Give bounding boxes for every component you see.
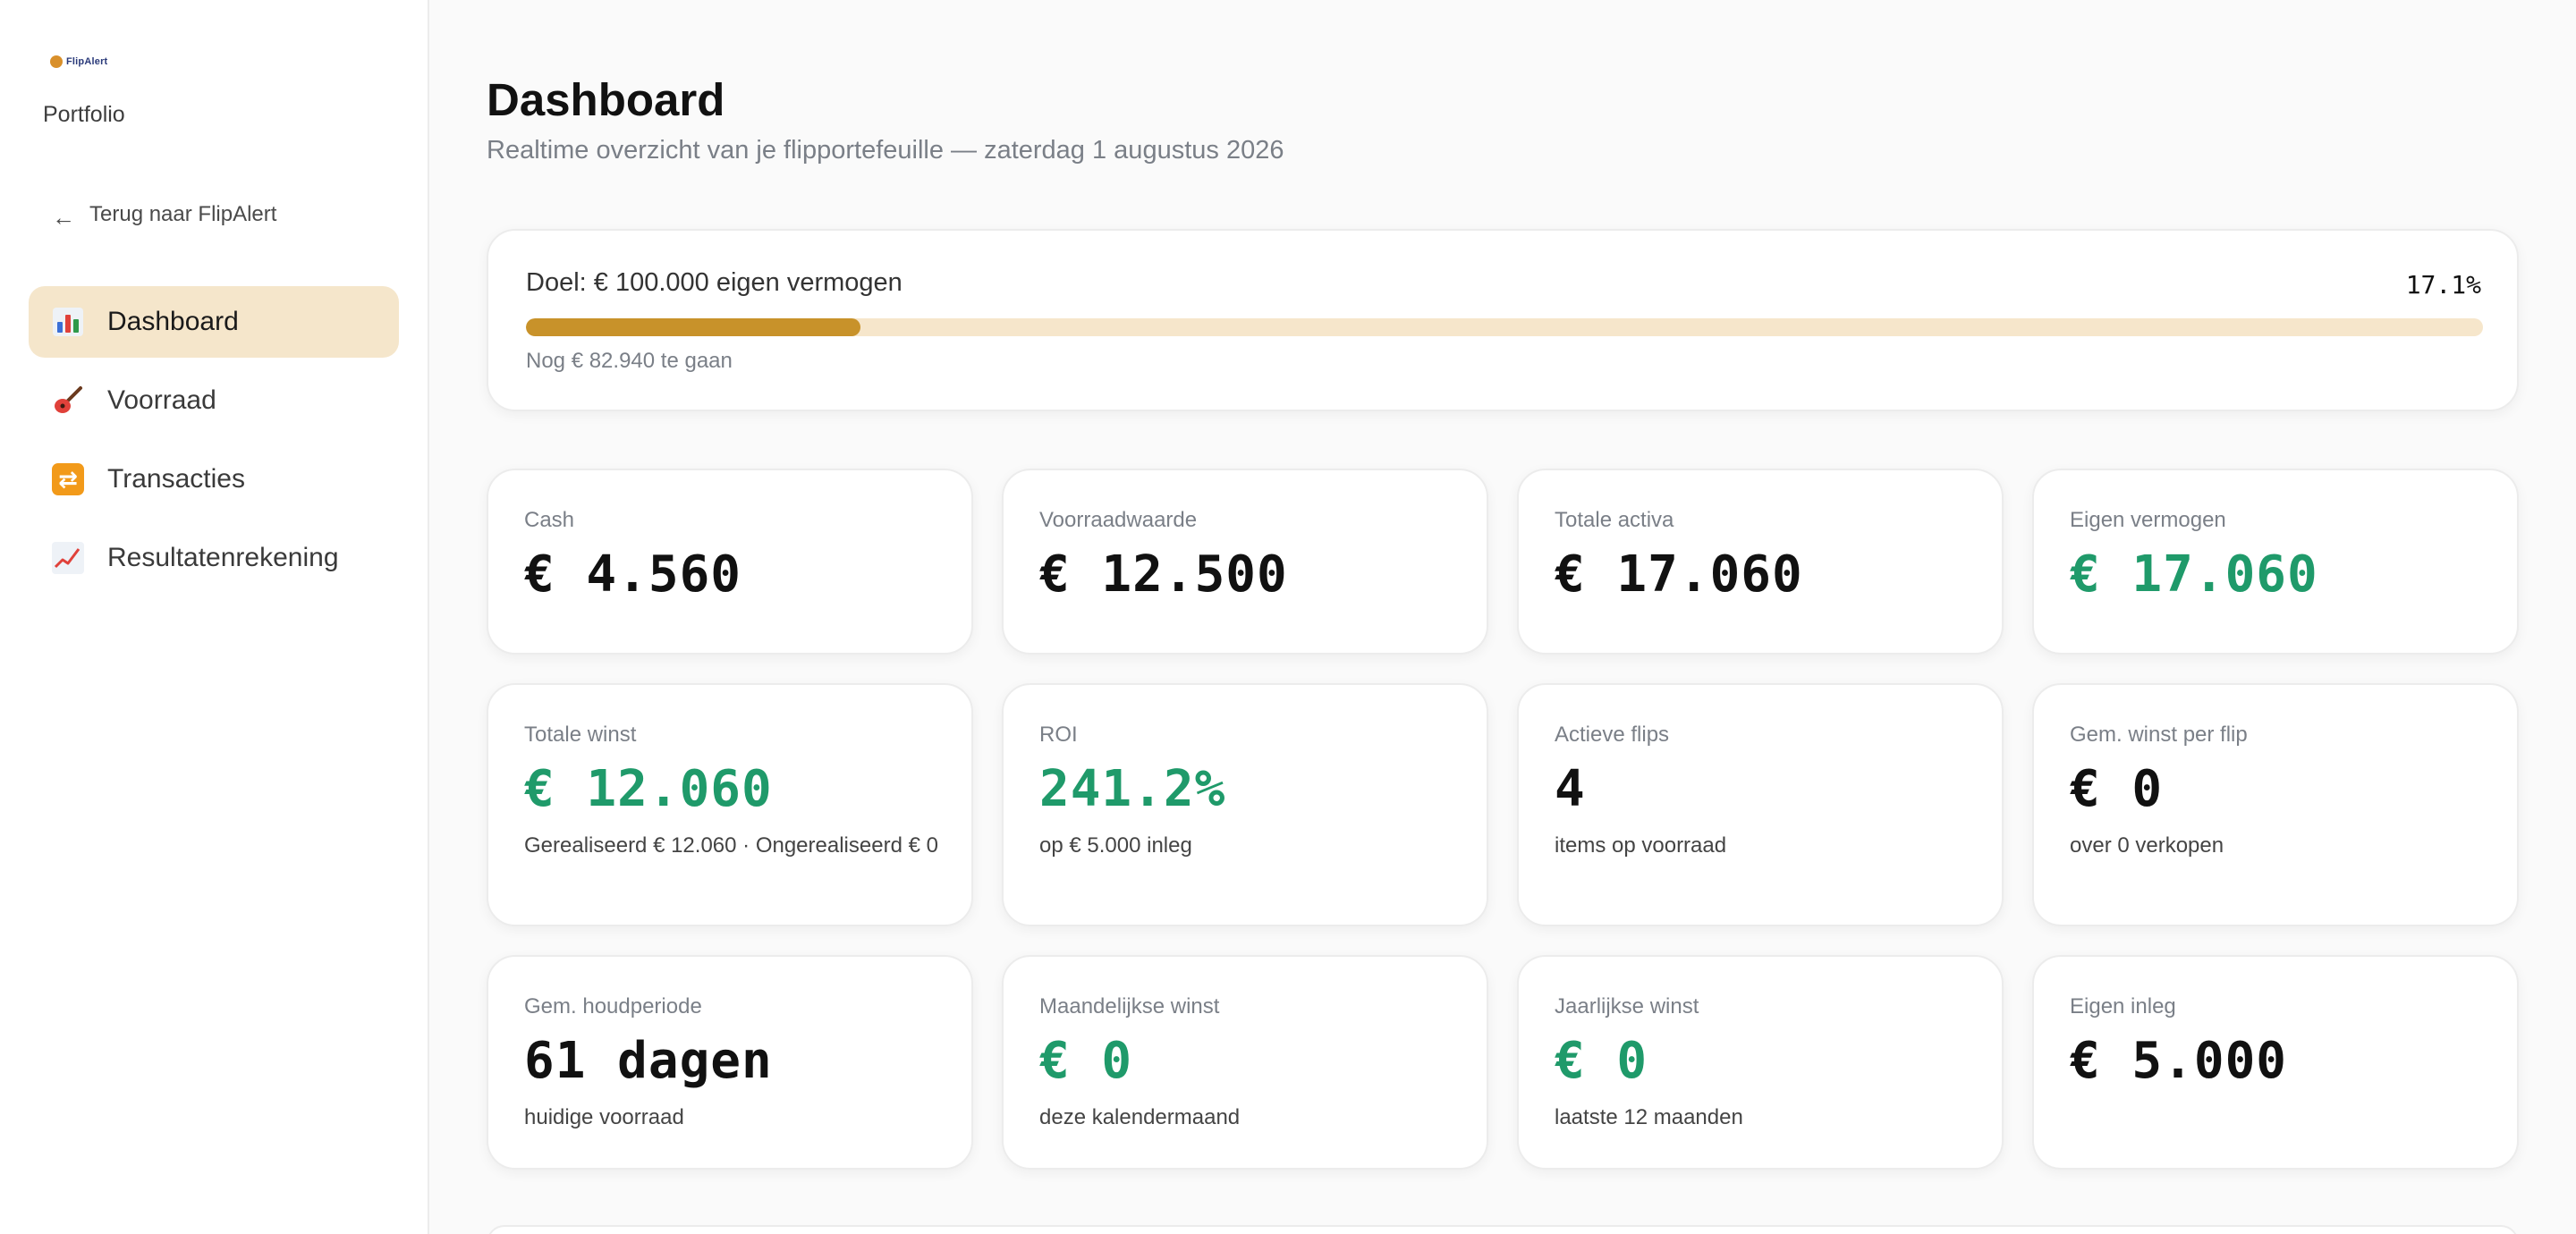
metric-label: Totale activa: [1555, 508, 1674, 532]
sidebar-item-label: Resultatenrekening: [107, 543, 339, 572]
metric-value: € 17.060: [2070, 545, 2318, 604]
metric-card: Gem. houdperiode 61 dagen huidige voorraad: [487, 955, 973, 1170]
goal-progress-fill: [526, 318, 861, 336]
goal-percent: 17.1%: [2405, 270, 2481, 300]
metric-card: Gem. winst per flip € 0 over 0 verkopen: [2032, 683, 2519, 926]
logo-text: FlipAlert: [66, 56, 108, 67]
metric-value: € 4.560: [524, 545, 742, 604]
metric-label: Eigen vermogen: [2070, 508, 2226, 532]
sidebar-item-transacties[interactable]: ⇄ Transacties: [29, 444, 399, 515]
metric-card: Cash € 4.560: [487, 469, 973, 655]
metric-value: 241.2%: [1039, 760, 1226, 818]
flipalert-logo[interactable]: FlipAlert: [50, 55, 107, 68]
sidebar-item-label: Transacties: [107, 464, 245, 494]
sidebar-item-label: Dashboard: [107, 307, 239, 336]
trend-up-icon: [50, 540, 86, 576]
portfolio-label: Portfolio: [43, 102, 125, 127]
metric-label: Jaarlijkse winst: [1555, 994, 1699, 1018]
metric-card: Eigen vermogen € 17.060: [2032, 469, 2519, 655]
metric-value: 4: [1555, 760, 1586, 818]
sidebar: FlipAlert Portfolio ← Terug naar FlipAle…: [0, 0, 429, 1234]
metric-value: € 0: [1555, 1032, 1648, 1090]
goal-remaining: Nog € 82.940 te gaan: [526, 349, 733, 373]
sidebar-item-dashboard[interactable]: Dashboard: [29, 286, 399, 358]
metric-card: Totale activa € 17.060: [1517, 469, 2004, 655]
page-subtitle: Realtime overzicht van je flipportefeuil…: [487, 136, 1284, 165]
metric-value: 61 dagen: [524, 1032, 773, 1090]
metric-label: Gem. winst per flip: [2070, 723, 2248, 747]
back-link-label: Terug naar FlipAlert: [89, 202, 277, 226]
metric-label: Cash: [524, 508, 575, 532]
metric-subtext: laatste 12 maanden: [1555, 1105, 1743, 1129]
metric-label: Totale winst: [524, 723, 637, 747]
page-title: Dashboard: [487, 74, 725, 125]
metric-value: € 17.060: [1555, 545, 1803, 604]
back-to-flipalert-link[interactable]: ← Terug naar FlipAlert: [52, 200, 276, 229]
metric-subtext: op € 5.000 inleg: [1039, 833, 1192, 858]
metric-card: Eigen inleg € 5.000: [2032, 955, 2519, 1170]
goal-label: Doel: € 100.000 eigen vermogen: [526, 268, 902, 297]
metric-subtext: Gerealiseerd € 12.060 · Ongerealiseerd €…: [524, 833, 938, 858]
sidebar-item-voorraad[interactable]: Voorraad: [29, 365, 399, 436]
metric-card: Actieve flips 4 items op voorraad: [1517, 683, 2004, 926]
goal-progress-card: Doel: € 100.000 eigen vermogen 17.1% Nog…: [487, 229, 2519, 411]
metric-label: Gem. houdperiode: [524, 994, 702, 1018]
metric-value: € 0: [1039, 1032, 1133, 1090]
metric-value: € 12.060: [524, 760, 773, 818]
metric-subtext: deze kalendermaand: [1039, 1105, 1241, 1129]
metric-label: Actieve flips: [1555, 723, 1670, 747]
metric-subtext: items op voorraad: [1555, 833, 1727, 858]
metric-card: Jaarlijkse winst € 0 laatste 12 maanden: [1517, 955, 2004, 1170]
guitar-icon: [50, 383, 86, 418]
metric-subtext: over 0 verkopen: [2070, 833, 2224, 858]
sidebar-item-label: Voorraad: [107, 385, 216, 415]
metric-card: Maandelijkse winst € 0 deze kalendermaand: [1002, 955, 1488, 1170]
metric-subtext: huidige voorraad: [524, 1105, 684, 1129]
metric-label: ROI: [1039, 723, 1078, 747]
metric-label: Eigen inleg: [2070, 994, 2176, 1018]
metric-value: € 5.000: [2070, 1032, 2288, 1090]
metric-card: ROI 241.2% op € 5.000 inleg: [1002, 683, 1488, 926]
metric-label: Maandelijkse winst: [1039, 994, 1220, 1018]
next-section-card: [487, 1225, 2519, 1234]
goal-progress-bar: [526, 318, 2483, 336]
metric-card: Totale winst € 12.060 Gerealiseerd € 12.06…: [487, 683, 973, 926]
bar-chart-icon: [50, 304, 86, 340]
metric-label: Voorraadwaarde: [1039, 508, 1198, 532]
sidebar-item-resultatenrekening[interactable]: Resultatenrekening: [29, 522, 399, 594]
metric-value: € 0: [2070, 760, 2164, 818]
metric-value: € 12.500: [1039, 545, 1288, 604]
sidebar-nav: Dashboard Voorraad ⇄ Transacties: [29, 286, 399, 601]
swap-icon: ⇄: [50, 461, 86, 497]
arrow-left-icon: ←: [52, 204, 75, 231]
logo-icon: [50, 55, 63, 68]
metric-card: Voorraadwaarde € 12.500: [1002, 469, 1488, 655]
